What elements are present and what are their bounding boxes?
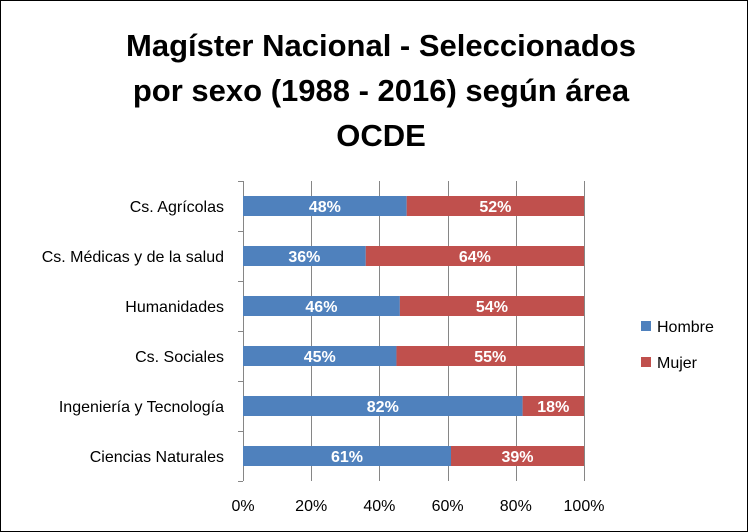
x-tick-label: 20% <box>295 498 327 515</box>
legend-swatch-hombre <box>641 321 651 331</box>
bar-mujer <box>406 196 584 216</box>
bar-mujer <box>365 246 584 266</box>
data-label: 54% <box>476 299 508 316</box>
data-label: 55% <box>474 349 506 366</box>
x-tick-label: 80% <box>500 498 532 515</box>
bar-hombre <box>243 396 523 416</box>
x-tick-label: 100% <box>564 498 605 515</box>
x-tick-label: 0% <box>231 498 254 515</box>
bar-mujer <box>399 296 584 316</box>
data-label: 82% <box>367 399 399 416</box>
data-label: 46% <box>305 299 337 316</box>
legend-label-mujer: Mujer <box>657 355 698 372</box>
category-label: Cs. Médicas y de la salud <box>42 249 224 266</box>
chart-title-line-3: OCDE <box>336 118 426 153</box>
bar-hombre <box>243 246 366 266</box>
bar-hombre <box>243 346 397 366</box>
data-label: 18% <box>537 399 569 416</box>
legend-swatch-mujer <box>641 357 651 367</box>
bar-hombre <box>243 446 452 466</box>
data-label: 36% <box>288 249 320 266</box>
category-label: Ingeniería y Tecnología <box>59 399 224 416</box>
chart-title-line-2: por sexo (1988 - 2016) según área <box>132 73 630 108</box>
category-label: Cs. Agrícolas <box>130 199 224 216</box>
data-label: 61% <box>331 449 363 466</box>
bar-mujer <box>451 446 584 466</box>
chart-title: Magíster Nacional - Seleccionados por se… <box>61 23 701 158</box>
data-label: 52% <box>479 199 511 216</box>
x-tick-label: 60% <box>432 498 464 515</box>
legend-label-hombre: Hombre <box>657 319 714 336</box>
data-label: 39% <box>501 449 533 466</box>
data-label: 45% <box>304 349 336 366</box>
category-label: Cs. Sociales <box>135 349 224 366</box>
data-label: 64% <box>459 249 491 266</box>
bar-hombre <box>243 196 407 216</box>
bar-mujer <box>396 346 584 366</box>
category-label: Humanidades <box>125 299 224 316</box>
category-label: Ciencias Naturales <box>90 449 224 466</box>
data-label: 48% <box>309 199 341 216</box>
bar-mujer <box>522 396 584 416</box>
x-tick-label: 40% <box>363 498 395 515</box>
chart-title-line-1: Magíster Nacional - Seleccionados <box>126 28 636 63</box>
bar-hombre <box>243 296 400 316</box>
